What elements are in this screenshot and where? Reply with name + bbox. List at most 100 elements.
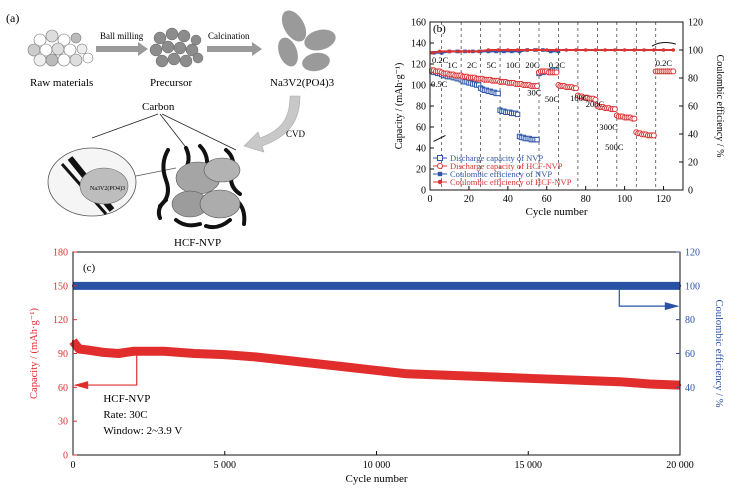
y-tick-label: 60 — [58, 383, 68, 394]
y-tick-label: 180 — [53, 248, 68, 259]
y-tick-label: 20 — [416, 165, 426, 176]
data-point — [592, 96, 599, 103]
data-point — [514, 111, 521, 118]
data-point — [648, 284, 651, 288]
y2-tick-label: 0 — [688, 186, 693, 197]
y2-tick-label: 100 — [685, 281, 700, 292]
data-point — [447, 49, 452, 54]
ce-arrow-head — [664, 302, 680, 311]
data-point — [502, 49, 506, 54]
rate-label: 200C — [586, 99, 605, 109]
arrow-calcination-icon — [207, 42, 262, 56]
data-point — [437, 49, 442, 54]
data-point — [583, 48, 588, 52]
rate-label: 0.5C — [431, 79, 448, 89]
data-point — [405, 372, 409, 375]
ball-milling-label: Ball milling — [100, 31, 144, 41]
data-point — [506, 48, 510, 52]
legend-marker — [437, 179, 443, 185]
x-tick-label: 10 000 — [363, 460, 391, 471]
data-point — [430, 51, 434, 55]
y-tick-label: 140 — [411, 39, 426, 50]
y2-tick-label: 60 — [688, 102, 698, 113]
raw-materials-icon — [27, 29, 94, 67]
data-point — [622, 48, 627, 52]
data-point — [618, 380, 621, 383]
data-point — [375, 284, 378, 288]
legend-entry: Discharge capacity of NVP — [450, 153, 543, 163]
x-tick-label: 20 — [464, 194, 474, 205]
nvp-inset-icon — [47, 147, 137, 217]
data-point — [102, 284, 105, 288]
data-point — [132, 350, 135, 353]
data-point — [527, 284, 530, 288]
capacity-axis-arrow — [433, 134, 446, 142]
data-point — [556, 49, 561, 54]
panel-c-cycling-chart: (c) 0 5 000 10 000 15 000 20 000 0 30 60 90 120 150… — [29, 248, 724, 486]
rate-label: 10C — [506, 60, 521, 70]
y2-tick-label: 40 — [685, 383, 695, 394]
data-point — [102, 351, 105, 354]
data-point — [223, 284, 226, 288]
arrow-ball-milling-icon — [96, 42, 148, 56]
capacity-arrow-head — [73, 381, 89, 390]
rate-label: 500C — [605, 142, 624, 152]
annotation-line: HCF-NVP — [103, 393, 150, 405]
data-point — [670, 68, 677, 75]
y-axis-label: Capacity / (mAh·g⁻¹) — [29, 308, 40, 399]
data-point — [162, 350, 166, 353]
data-point — [466, 374, 469, 378]
data-point — [553, 69, 560, 76]
rate-label: 0.2C — [656, 58, 673, 68]
data-point — [572, 85, 579, 92]
raw-materials-label: Raw materials — [30, 77, 93, 89]
data-point — [253, 284, 257, 288]
data-point — [509, 49, 514, 54]
data-point — [544, 48, 549, 52]
data-point — [375, 369, 378, 372]
y-tick-label: 90 — [58, 349, 68, 360]
x-tick-label: 60 — [542, 194, 552, 205]
series-1 — [71, 281, 682, 290]
rate-label: 5C — [486, 60, 496, 70]
data-point — [525, 48, 530, 52]
data-point — [439, 51, 444, 55]
data-point — [223, 353, 226, 356]
carbon-pointer-lines — [91, 113, 237, 151]
hcf-nvp-label: HCF-NVP — [174, 237, 221, 249]
y-tick-label: 30 — [58, 417, 68, 428]
data-point — [548, 49, 553, 54]
y-axis-label: Capacity / (mAh·g⁻¹) — [394, 63, 405, 150]
data-point — [117, 352, 120, 355]
data-point — [344, 284, 348, 288]
y-tick-label: 150 — [53, 281, 68, 292]
data-point — [527, 377, 530, 380]
y-tick-label: 120 — [411, 60, 426, 71]
series-3 — [430, 48, 676, 55]
data-point — [314, 284, 317, 288]
ce-axis-arrow — [651, 42, 676, 47]
data-point — [587, 284, 591, 288]
data-point — [496, 375, 500, 379]
data-point — [284, 359, 287, 362]
rate-label: 300C — [599, 122, 618, 132]
data-point — [648, 382, 651, 386]
data-point — [603, 48, 607, 52]
data-point — [557, 284, 560, 288]
x-tick-label: 0 — [71, 460, 76, 471]
data-point — [86, 348, 90, 352]
data-point — [611, 106, 618, 113]
legend-marker — [437, 163, 443, 169]
rate-label: 100C — [570, 93, 589, 103]
data-point — [466, 284, 469, 288]
x-tick-label: 120 — [656, 194, 671, 205]
annotation-line: Window: 2~3.9 V — [103, 425, 182, 437]
legend-entry: Coulombic efficiency of NVP — [450, 169, 552, 179]
data-point — [405, 284, 409, 288]
y2-tick-label: 40 — [688, 130, 698, 141]
data-point — [162, 284, 166, 288]
data-point — [476, 49, 481, 54]
annotation-line: Rate: 30C — [103, 409, 147, 421]
arrow-cvd-icon — [243, 95, 301, 153]
